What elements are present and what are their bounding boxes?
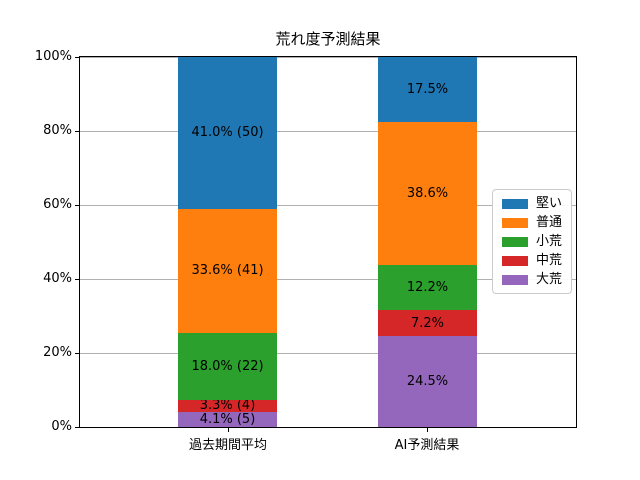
y-tick-mark bbox=[75, 131, 79, 132]
y-tick-mark bbox=[75, 57, 79, 58]
bar-segment: 12.2% bbox=[378, 264, 477, 310]
legend-item: 普通 bbox=[502, 216, 562, 229]
bar-segment: 4.1% (5) bbox=[178, 411, 277, 427]
gridline bbox=[80, 353, 576, 354]
legend-swatch bbox=[502, 198, 528, 209]
bar-segment: 38.6% bbox=[378, 121, 477, 265]
legend-item: 大荒 bbox=[502, 273, 562, 286]
legend-label: 堅い bbox=[536, 196, 563, 211]
bar-segment-label: 41.0% (50) bbox=[191, 125, 264, 141]
gridline bbox=[80, 131, 576, 132]
gridline bbox=[80, 279, 576, 280]
gridline bbox=[80, 57, 576, 58]
bar-segment-label: 38.6% bbox=[406, 185, 449, 201]
bar-segment: 41.0% (50) bbox=[178, 57, 277, 209]
y-tick-mark bbox=[75, 427, 79, 428]
legend-item: 小荒 bbox=[502, 235, 562, 248]
legend-label: 中荒 bbox=[536, 253, 563, 268]
x-axis-category-label: 過去期間平均 bbox=[188, 438, 267, 453]
x-axis-category-label: AI予測結果 bbox=[394, 438, 460, 453]
legend-label: 小荒 bbox=[536, 234, 563, 249]
bar-segment: 7.2% bbox=[378, 309, 477, 337]
bar-segment: 24.5% bbox=[378, 336, 477, 427]
y-tick-mark bbox=[75, 353, 79, 354]
bar-segment-label: 17.5% bbox=[406, 81, 449, 97]
bar-segment: 3.3% (4) bbox=[178, 398, 277, 414]
y-tick-label: 100% bbox=[34, 49, 72, 64]
bar-history-average: 4.1% (5) 3.3% (4) 18.0% (22) 33.6% (41) 41.0… bbox=[178, 57, 277, 427]
legend-swatch bbox=[502, 255, 528, 266]
bar-segment-label: 24.5% bbox=[406, 374, 449, 390]
bar-segment-label: 33.6% (41) bbox=[191, 263, 264, 279]
y-tick-label: 0% bbox=[51, 419, 72, 434]
chart-title: 荒れ度予測結果 bbox=[275, 30, 381, 48]
legend-swatch bbox=[502, 217, 528, 228]
y-tick-label: 40% bbox=[43, 271, 72, 286]
bar-ai-prediction: 24.5% 7.2% 12.2% 38.6% 17.5% bbox=[378, 57, 477, 427]
y-tick-label: 20% bbox=[43, 345, 72, 360]
legend: 堅い普通小荒中荒大荒 bbox=[492, 189, 573, 294]
y-tick-mark bbox=[75, 279, 79, 280]
x-tick-mark bbox=[228, 428, 229, 432]
legend-label: 大荒 bbox=[536, 272, 563, 287]
bar-segment: 18.0% (22) bbox=[178, 333, 277, 400]
bar-segment-label: 12.2% bbox=[406, 279, 449, 295]
legend-swatch bbox=[502, 236, 528, 247]
y-tick-mark bbox=[75, 205, 79, 206]
bar-segment-label: 3.3% (4) bbox=[199, 398, 256, 414]
legend-swatch bbox=[502, 274, 528, 285]
y-tick-label: 80% bbox=[43, 123, 72, 138]
y-tick-label: 60% bbox=[43, 197, 72, 212]
legend-label: 普通 bbox=[536, 215, 563, 230]
bar-segment-label: 4.1% (5) bbox=[199, 411, 256, 427]
bar-segment-label: 18.0% (22) bbox=[191, 358, 264, 374]
legend-item: 堅い bbox=[502, 197, 562, 210]
bar-segment: 33.6% (41) bbox=[178, 208, 277, 334]
x-tick-mark bbox=[427, 428, 428, 432]
legend-item: 中荒 bbox=[502, 254, 562, 267]
bar-segment-label: 7.2% bbox=[410, 315, 445, 331]
gridline bbox=[80, 205, 576, 206]
bar-segment: 17.5% bbox=[378, 57, 477, 122]
